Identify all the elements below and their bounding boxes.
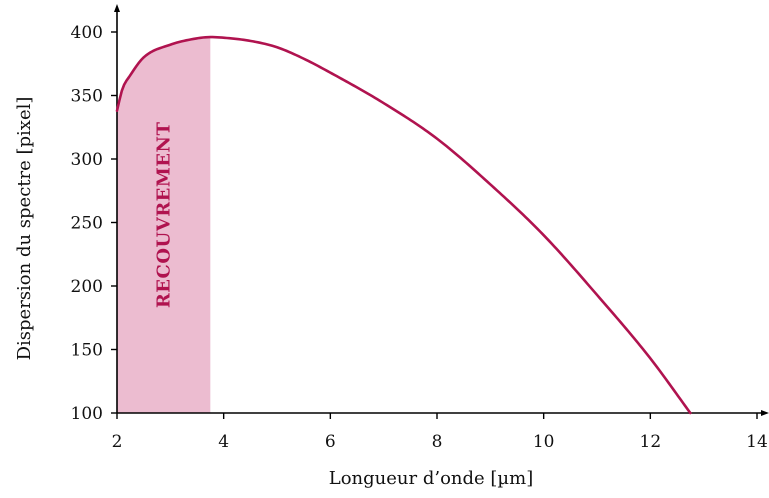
y-axis-title: Dispersion du spectre [pixel] [14,97,35,361]
overlap-region [117,37,211,413]
y-tick-label: 350 [71,87,103,107]
y-axis-arrow [114,4,120,12]
data-series-line [115,35,692,415]
y-tick-label: 400 [71,23,103,43]
y-tick-label: 200 [71,277,103,297]
y-tick-label: 100 [71,404,103,424]
x-axis-arrow [761,410,769,416]
x-tick-label: 6 [325,432,336,452]
x-tick-label: 2 [112,432,123,452]
x-tick-label: 12 [640,432,662,452]
y-tick-label: 150 [71,341,103,361]
y-tick-label: 300 [71,150,103,170]
x-ticks: 2 4 6 8 10 12 14 [112,413,768,452]
x-tick-label: 8 [432,432,443,452]
y-tick-label: 250 [71,214,103,234]
axes [114,4,769,416]
x-tick-label: 10 [533,432,555,452]
x-tick-label: 4 [218,432,229,452]
y-ticks: 100 150 200 250 300 350 400 [71,23,117,424]
overlap-label: RECOUVREMENT [154,122,175,309]
x-axis-title: Longueur d’onde [µm] [329,468,533,489]
x-tick-label: 14 [746,432,768,452]
